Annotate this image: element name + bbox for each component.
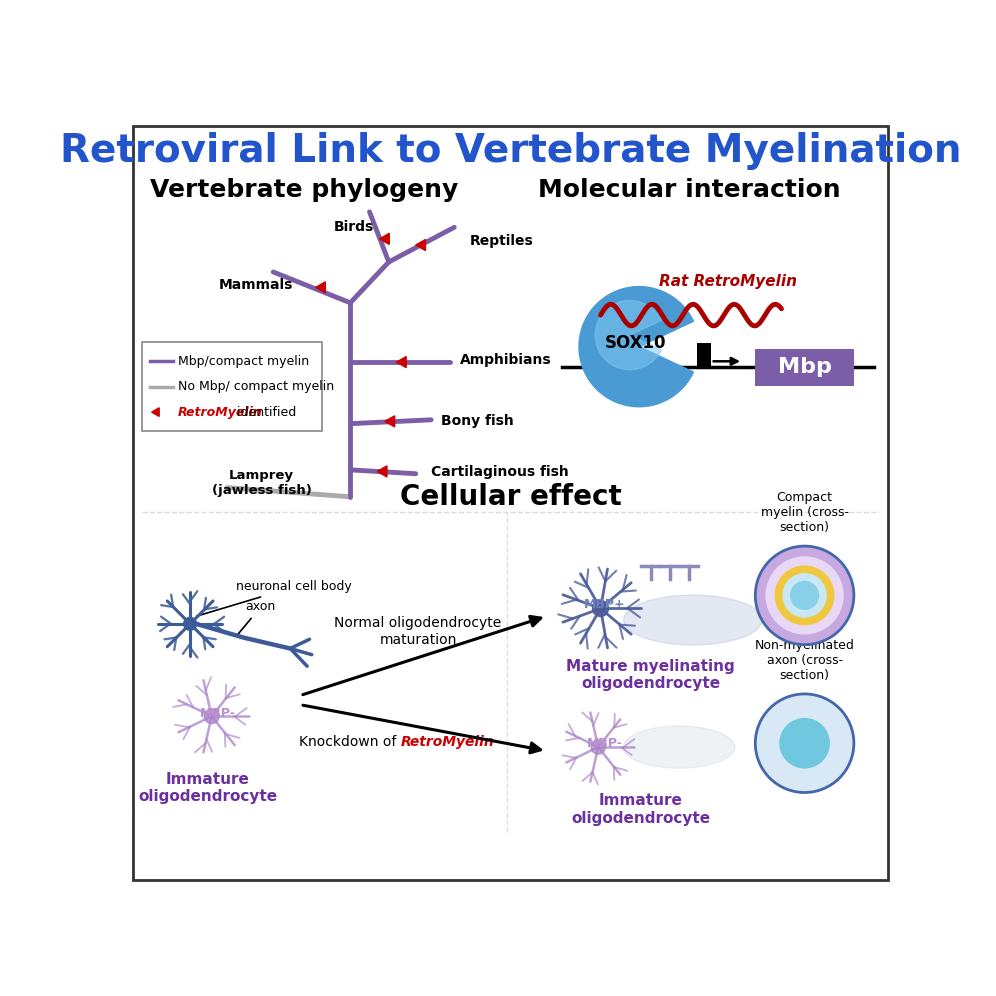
Text: RetroMyelin: RetroMyelin xyxy=(178,405,263,418)
Circle shape xyxy=(791,582,819,610)
FancyBboxPatch shape xyxy=(755,349,854,385)
Text: Non-myelinated
axon (cross-
section): Non-myelinated axon (cross- section) xyxy=(755,638,855,681)
Text: SOX10: SOX10 xyxy=(605,334,666,352)
Text: Retroviral Link to Vertebrate Myelination: Retroviral Link to Vertebrate Myelinatio… xyxy=(60,132,961,170)
Circle shape xyxy=(757,695,853,791)
FancyBboxPatch shape xyxy=(697,343,711,368)
Circle shape xyxy=(592,740,606,754)
Text: Vertebrate phylogeny: Vertebrate phylogeny xyxy=(150,177,458,201)
Text: Reptiles: Reptiles xyxy=(470,234,534,248)
Text: Birds: Birds xyxy=(334,220,374,234)
Text: Immature
oligodendrocyte: Immature oligodendrocyte xyxy=(571,793,710,826)
Polygon shape xyxy=(151,407,159,416)
Text: Mbp: Mbp xyxy=(778,358,832,377)
Circle shape xyxy=(780,718,830,768)
Circle shape xyxy=(593,601,609,617)
Text: Molecular interaction: Molecular interaction xyxy=(538,177,841,201)
Ellipse shape xyxy=(623,595,762,645)
Circle shape xyxy=(766,557,843,633)
Text: Rat RetroMyelin: Rat RetroMyelin xyxy=(658,274,797,289)
Polygon shape xyxy=(415,239,425,251)
Ellipse shape xyxy=(623,726,735,768)
Wedge shape xyxy=(596,301,661,370)
Text: identified: identified xyxy=(233,405,297,418)
Circle shape xyxy=(783,574,826,617)
Text: RetroMyelin: RetroMyelin xyxy=(401,735,495,749)
Circle shape xyxy=(183,618,196,630)
Circle shape xyxy=(204,709,219,724)
Polygon shape xyxy=(316,282,326,293)
Text: Immature
oligodendrocyte: Immature oligodendrocyte xyxy=(138,772,278,804)
Text: Mbp/compact myelin: Mbp/compact myelin xyxy=(178,355,309,368)
Text: Mature myelinating
oligodendrocyte: Mature myelinating oligodendrocyte xyxy=(566,658,735,691)
Text: Amphibians: Amphibians xyxy=(459,353,551,367)
Polygon shape xyxy=(396,357,406,368)
Text: MBP+: MBP+ xyxy=(585,599,625,612)
Text: No Mbp/ compact myelin: No Mbp/ compact myelin xyxy=(178,380,334,393)
Polygon shape xyxy=(379,233,389,244)
Polygon shape xyxy=(384,415,394,427)
Circle shape xyxy=(775,566,834,624)
Text: Lamprey
(jawless fish): Lamprey (jawless fish) xyxy=(212,469,312,497)
Text: Knockdown of: Knockdown of xyxy=(299,735,400,749)
Wedge shape xyxy=(579,287,693,406)
Text: Normal oligodendrocyte
maturation: Normal oligodendrocyte maturation xyxy=(335,617,502,646)
Text: MBP-: MBP- xyxy=(200,707,236,720)
Text: Cartilaginous fish: Cartilaginous fish xyxy=(431,465,569,479)
Circle shape xyxy=(757,548,853,643)
FancyBboxPatch shape xyxy=(141,342,322,431)
Text: Compact
myelin (cross-
section): Compact myelin (cross- section) xyxy=(761,491,849,534)
Text: MBP-: MBP- xyxy=(587,737,622,751)
Text: axon: axon xyxy=(238,601,276,634)
Text: neuronal cell body: neuronal cell body xyxy=(196,581,352,617)
Text: Mammals: Mammals xyxy=(219,278,294,292)
Text: Bony fish: Bony fish xyxy=(441,414,514,428)
Polygon shape xyxy=(377,466,386,477)
Text: Cellular effect: Cellular effect xyxy=(399,483,622,511)
